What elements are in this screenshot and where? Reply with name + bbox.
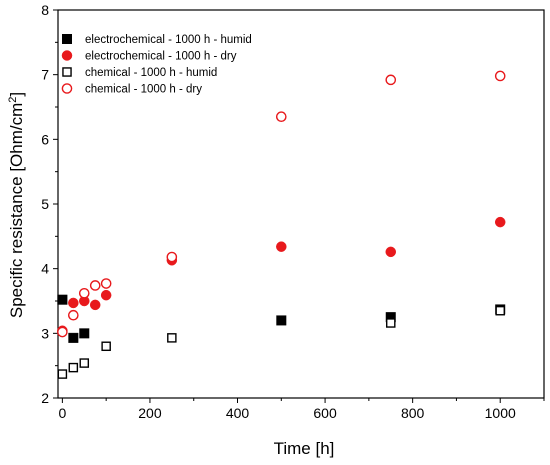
data-point-series-4 [166,251,178,263]
data-point-series-1 [57,294,68,305]
x-tick-label: 600 [313,405,337,421]
data-point-series-1 [68,332,79,343]
x-tick-label: 200 [138,405,162,421]
y-axis-title-end: ] [7,92,26,97]
y-axis-title-main: Specific resistance [Ohm/cm [7,103,26,318]
data-points [57,70,506,379]
data-point-series-4 [385,74,397,86]
data-point-series-2 [385,246,397,258]
data-point-series-2 [68,297,79,309]
legend: electrochemical - 1000 h - humid electroc… [61,34,252,96]
legend-marker-2 [61,50,73,61]
data-point-series-3 [386,318,396,328]
legend-label-2: electrochemical - 1000 h - dry [85,51,237,63]
legend-marker-4 [61,83,73,94]
axes-layer: 0 200 400 600 800 1000 2 3 4 5 6 7 8 [41,2,545,421]
data-point-series-4 [494,70,506,82]
y-tick-label: 5 [41,196,49,212]
x-tick-label: 800 [401,405,425,421]
data-point-series-4 [275,111,287,122]
data-point-series-2 [89,299,101,311]
x-axis-title: Time [h] [274,439,335,458]
data-point-series-1 [276,315,287,326]
x-tick-label: 400 [226,405,250,421]
data-point-series-4 [57,326,68,338]
y-tick-label: 8 [41,2,49,18]
y-tick-label: 4 [41,261,49,277]
y-tick-label: 3 [41,325,49,341]
data-point-series-4 [78,287,90,299]
data-point-series-4 [100,278,112,289]
legend-label-1: electrochemical - 1000 h - humid [85,34,252,46]
y-tick-label: 7 [41,67,49,83]
x-tick-label: 1000 [485,405,516,421]
legend-marker-3 [62,67,72,77]
legend-label-4: chemical - 1000 h - dry [85,84,202,96]
legend-marker-1 [62,34,72,44]
data-point-series-2 [100,289,112,301]
legend-label-3: chemical - 1000 h - humid [85,67,217,79]
y-tick-label: 6 [41,131,49,147]
data-point-series-1 [79,328,90,339]
data-point-series-3 [167,333,177,343]
data-point-series-3 [57,369,68,379]
data-point-series-3 [101,341,111,352]
data-point-series-4 [89,280,101,291]
y-axis-title-sup: 2 [7,97,19,103]
data-point-series-3 [79,358,90,368]
x-tick-label: 0 [58,405,66,421]
data-point-series-3 [68,362,79,373]
data-point-series-2 [494,216,506,228]
y-tick-label: 2 [41,390,49,406]
data-point-series-4 [68,309,79,321]
data-point-series-2 [276,241,287,252]
data-point-series-3 [495,305,505,316]
y-axis-title: Specific resistance [Ohm/cm2] [7,92,26,318]
